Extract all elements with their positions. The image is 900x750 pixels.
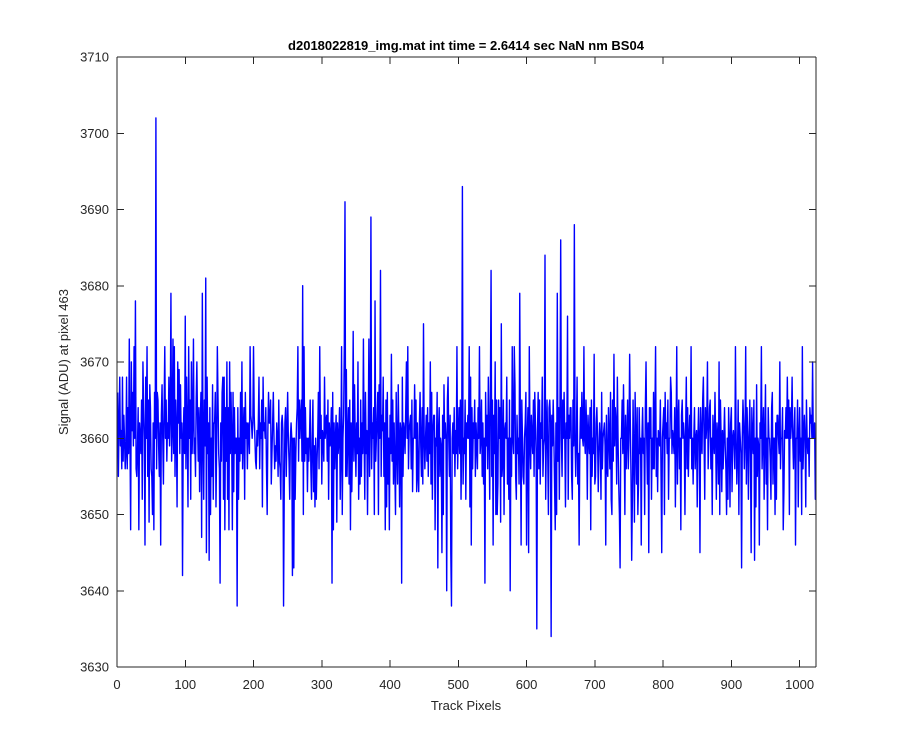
x-tick-label: 100 xyxy=(174,677,196,692)
tick-marks xyxy=(116,56,816,668)
x-tick-label: 1000 xyxy=(785,677,814,692)
y-tick-label: 3710 xyxy=(80,50,109,65)
y-tick-label: 3640 xyxy=(80,583,109,598)
x-tick-label: 700 xyxy=(584,677,606,692)
x-tick-label: 800 xyxy=(652,677,674,692)
x-tick-label: 200 xyxy=(243,677,265,692)
x-tick-label: 300 xyxy=(311,677,333,692)
x-tick-label: 500 xyxy=(447,677,469,692)
x-tick-label: 400 xyxy=(379,677,401,692)
y-tick-label: 3680 xyxy=(80,278,109,293)
plot-area xyxy=(117,57,816,667)
y-tick-label: 3650 xyxy=(80,507,109,522)
plot-background xyxy=(117,57,816,667)
x-tick-label: 600 xyxy=(516,677,538,692)
y-tick-label: 3690 xyxy=(80,202,109,217)
y-tick-label: 3700 xyxy=(80,126,109,141)
y-axis-title: Signal (ADU) at pixel 463 xyxy=(56,289,71,435)
y-tick-label: 3660 xyxy=(80,431,109,446)
x-tick-labels: 0 100 200 300 400 500 600 700 800 900 1000 xyxy=(113,677,814,692)
y-tick-label: 3670 xyxy=(80,355,109,370)
x-tick-label: 0 xyxy=(113,677,120,692)
y-tick-label: 3630 xyxy=(80,660,109,675)
series-line-0 xyxy=(117,117,816,638)
x-tick-label: 900 xyxy=(721,677,743,692)
y-tick-labels: 3630 3640 3650 3660 3670 3680 3690 3700 3710 xyxy=(80,50,109,675)
data-series xyxy=(117,117,816,638)
chart-title: d2018022819_img.mat int time = 2.6414 se… xyxy=(288,38,645,53)
x-axis-title: Track Pixels xyxy=(431,698,502,713)
